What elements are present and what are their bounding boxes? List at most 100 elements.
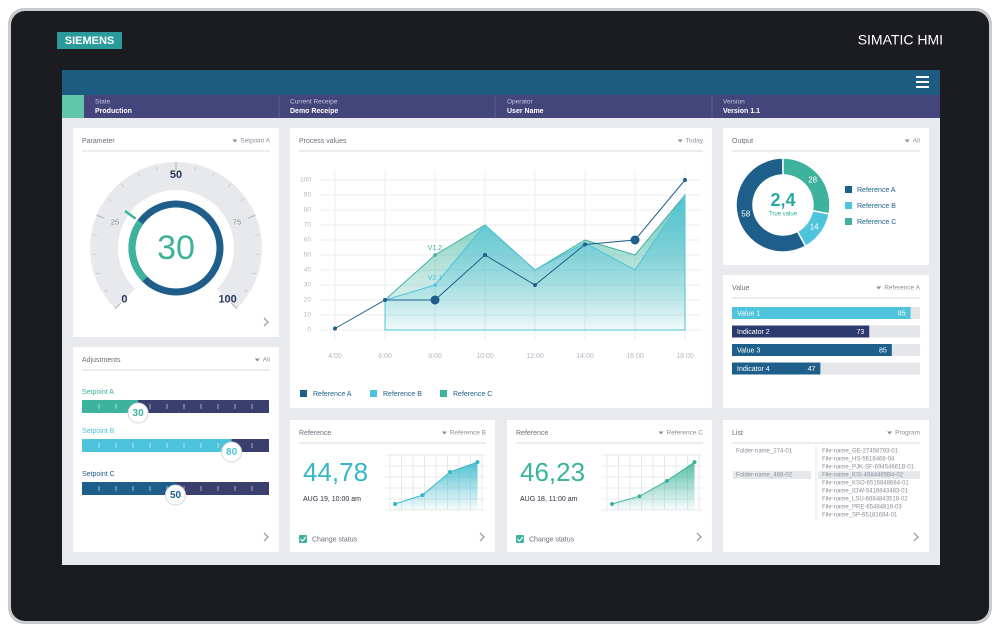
donut-slice xyxy=(735,157,807,253)
gauge-minor-tick xyxy=(121,183,125,188)
panel-title: Adjustments xyxy=(82,357,121,364)
dropdown-arrow[interactable] xyxy=(658,431,664,435)
dropdown-arrow[interactable] xyxy=(232,139,238,143)
slider-fill xyxy=(82,439,232,452)
panel-selector[interactable]: All xyxy=(913,138,921,145)
panel-title: Value xyxy=(732,285,749,292)
bar-value: 95 xyxy=(898,310,906,317)
dropdown-arrow[interactable] xyxy=(904,139,910,143)
annotation-point xyxy=(433,283,437,287)
mini-point xyxy=(610,501,614,506)
gauge-minor-tick xyxy=(107,198,112,202)
panel-selector[interactable]: Reference C xyxy=(667,430,704,437)
gauge-value: 30 xyxy=(157,229,195,267)
gauge-minor-tick xyxy=(211,172,215,177)
y-tick-label: 100 xyxy=(300,177,311,184)
chevron[interactable] xyxy=(479,532,485,542)
panel-selector[interactable]: Reference A xyxy=(884,285,920,292)
dropdown-arrow[interactable] xyxy=(876,286,882,290)
folder-item[interactable]: Folder-name_274-01 xyxy=(736,449,793,455)
donut-center-label: True value xyxy=(769,212,798,218)
folder-item[interactable]: Folder-name_468-02 xyxy=(736,473,793,479)
gauge-tick xyxy=(96,214,105,219)
status-label: Version xyxy=(723,99,745,106)
dropdown-arrow[interactable] xyxy=(677,139,683,143)
file-item[interactable]: File-name_LSU-6684843518-02 xyxy=(822,497,908,503)
panel-selector[interactable]: Setpoint A xyxy=(240,138,270,145)
legend-swatch xyxy=(845,186,852,193)
mini-point xyxy=(393,501,397,506)
x-tick-label: 4:00 xyxy=(328,353,342,360)
gauge-tick-label: 25 xyxy=(111,218,119,227)
legend-swatch xyxy=(300,390,307,397)
gauge-tick-label: 50 xyxy=(170,169,182,181)
slider-knob[interactable] xyxy=(127,402,149,424)
checkbox[interactable] xyxy=(299,535,307,543)
panel-title: List xyxy=(732,430,743,437)
chevron[interactable] xyxy=(263,532,269,542)
checkmark[interactable] xyxy=(517,536,524,542)
legend-swatch xyxy=(845,202,852,209)
checkbox-label[interactable]: Change status xyxy=(312,536,358,543)
legend-swatch xyxy=(845,218,852,225)
reference-date: AUG 18, 11:00 am xyxy=(520,496,578,503)
checkbox[interactable] xyxy=(516,535,524,543)
line-point xyxy=(383,298,387,302)
gauge-value-arc xyxy=(128,220,148,282)
slider-label: Setpoint B xyxy=(82,428,115,435)
file-item[interactable]: File-name_IOW-5416843483-01 xyxy=(822,489,909,495)
y-tick-label: 20 xyxy=(304,297,312,304)
checkbox-label[interactable]: Change status xyxy=(529,536,575,543)
y-tick-label: 60 xyxy=(304,237,312,244)
panel-selector[interactable]: All xyxy=(263,357,271,364)
file-item[interactable]: File-name_GE-27458793-01 xyxy=(822,449,899,455)
line-point xyxy=(333,326,337,331)
gauge-needle xyxy=(124,209,137,220)
file-item[interactable]: File-name_KSO-6516848684-01 xyxy=(822,481,909,487)
menu-button[interactable] xyxy=(916,76,929,88)
reference-value: 46,23 xyxy=(520,457,585,487)
legend-label: Reference A xyxy=(313,391,352,398)
x-tick-label: 12:00 xyxy=(526,353,544,360)
chevron[interactable] xyxy=(263,317,269,327)
file-item[interactable]: File-name_HS-5618468-04 xyxy=(822,457,895,463)
status-value: User Name xyxy=(507,108,544,115)
slider-knob[interactable] xyxy=(221,441,243,463)
panel-selector[interactable]: Today xyxy=(686,138,704,145)
y-tick-label: 50 xyxy=(304,252,312,259)
legend-swatch xyxy=(370,390,377,397)
mini-line xyxy=(394,461,478,505)
file-item[interactable]: File-name_KSI-4684465B4-02 xyxy=(822,473,904,479)
checkmark[interactable] xyxy=(300,536,307,542)
mini-point xyxy=(692,460,697,465)
file-item[interactable]: File-name_PRE-65484816-03 xyxy=(822,505,902,511)
bar-name: Indicator 2 xyxy=(737,329,770,336)
chevron[interactable] xyxy=(696,532,702,542)
bar-name: Indicator 4 xyxy=(737,366,770,373)
chevron[interactable] xyxy=(913,532,919,542)
gauge-minor-tick xyxy=(156,166,158,171)
line-point xyxy=(583,242,587,247)
file-item[interactable]: File-name_SP-65181684-01 xyxy=(822,513,898,519)
line-point xyxy=(430,295,440,305)
dropdown-arrow[interactable] xyxy=(887,431,893,435)
panel-selector[interactable]: Program xyxy=(895,430,920,437)
dropdown-arrow[interactable] xyxy=(441,431,447,435)
status-value: Production xyxy=(95,108,132,115)
panel-title: Process values xyxy=(299,138,347,145)
y-tick-label: 0 xyxy=(307,327,311,334)
gauge-tick xyxy=(230,302,238,310)
panel-selector[interactable]: Reference B xyxy=(450,430,486,437)
slider-knob[interactable] xyxy=(165,484,186,506)
reference-date: AUG 19, 10:00 am xyxy=(303,496,361,503)
slider-label: Setpoint A xyxy=(82,389,114,396)
gauge-band xyxy=(90,162,262,309)
file-item[interactable]: File-name_PJK-SF-69454661B-01 xyxy=(822,465,915,471)
dropdown-arrow[interactable] xyxy=(254,358,260,362)
panel-title: Output xyxy=(732,138,753,145)
line-point xyxy=(630,235,640,245)
annotation-point xyxy=(433,253,437,257)
donut-slice xyxy=(782,157,831,215)
brand: SIEMENS xyxy=(65,35,115,47)
